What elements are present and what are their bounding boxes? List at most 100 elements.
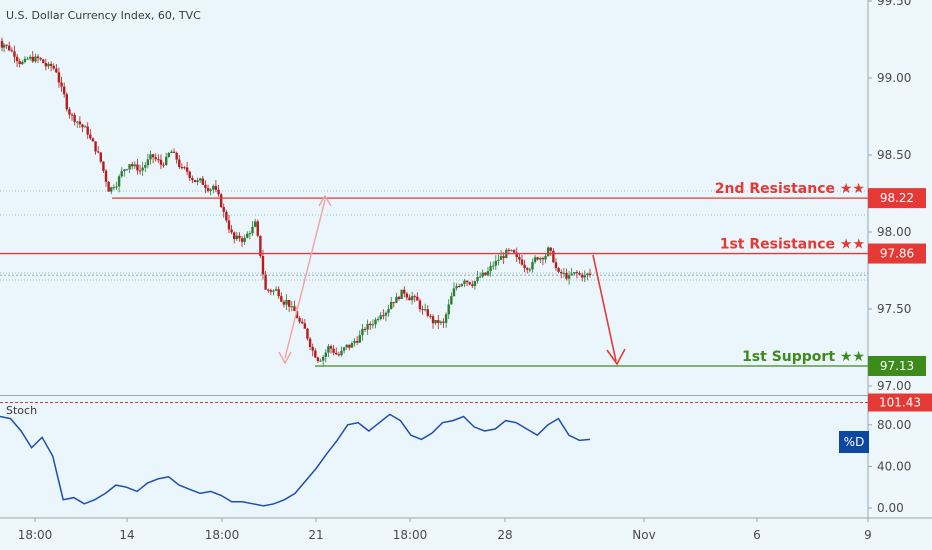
candle-body xyxy=(47,63,50,67)
candle-body xyxy=(128,164,131,170)
level-price-tag xyxy=(868,355,926,376)
candle-body xyxy=(588,273,592,276)
candle-body xyxy=(15,56,19,62)
candle-body xyxy=(329,346,333,349)
candle-body xyxy=(429,315,432,317)
candle-body xyxy=(10,50,14,52)
candle-body xyxy=(520,259,524,265)
candle-body xyxy=(471,284,474,286)
candle-body xyxy=(586,273,589,276)
candle-body xyxy=(277,289,280,297)
candle-body xyxy=(301,321,304,324)
candle-body xyxy=(214,185,218,190)
candle-body xyxy=(384,312,388,316)
candle-body xyxy=(130,164,134,167)
candle-body xyxy=(452,288,456,297)
candle-body xyxy=(578,273,581,275)
candle-body xyxy=(191,178,194,181)
candle-body xyxy=(154,157,157,160)
candle-body xyxy=(225,211,228,221)
candle-body xyxy=(123,169,126,172)
candle-body xyxy=(34,56,37,62)
candle-body xyxy=(86,126,89,135)
candle-body xyxy=(272,290,275,292)
candle-body xyxy=(28,56,32,59)
candle-body xyxy=(206,187,210,191)
candle-body xyxy=(573,272,576,274)
time-scale-background xyxy=(0,518,932,550)
candle-body xyxy=(560,271,563,274)
pink-arrowhead-up xyxy=(318,194,332,207)
candle-body xyxy=(115,186,118,188)
candle-body xyxy=(107,181,110,192)
candle-body xyxy=(256,221,259,236)
candle-body xyxy=(293,306,296,311)
candle-body xyxy=(358,335,361,343)
candle-body xyxy=(204,184,207,188)
candle-body xyxy=(423,309,427,311)
candle-body xyxy=(230,229,233,233)
candle-body xyxy=(178,159,181,168)
candle-body xyxy=(183,167,186,169)
candle-body xyxy=(104,170,108,182)
candle-body xyxy=(570,273,573,275)
candle-body xyxy=(353,341,356,344)
stoch-title: Stoch xyxy=(6,404,37,417)
candle-body xyxy=(295,310,299,319)
candle-body xyxy=(125,169,129,171)
candle-body xyxy=(199,178,202,181)
candle-body xyxy=(212,185,215,190)
candle-body xyxy=(439,321,443,323)
price-tick-label: 99.00 xyxy=(877,71,911,85)
time-tick-label: 18:00 xyxy=(393,528,428,542)
candle-body xyxy=(486,271,490,276)
price-tick-label: 97.50 xyxy=(877,302,911,316)
candle-body xyxy=(136,164,139,171)
candle-body xyxy=(502,256,505,258)
candle-body xyxy=(455,286,458,289)
candle-body xyxy=(133,164,137,167)
candle-body xyxy=(410,296,414,301)
time-tick-label: 18:00 xyxy=(18,528,53,542)
candle-body xyxy=(492,265,495,267)
stoch-tick-label: 0.00 xyxy=(877,501,904,515)
candle-body xyxy=(387,309,390,313)
candle-body xyxy=(188,171,191,179)
candle-body xyxy=(567,274,571,279)
candle-body xyxy=(541,258,545,260)
candle-body xyxy=(246,233,249,238)
candle-body xyxy=(185,167,189,172)
candle-body xyxy=(68,109,71,115)
candle-body xyxy=(196,180,199,182)
candle-body xyxy=(5,44,8,46)
candle-body xyxy=(172,151,176,153)
time-tick-label: 14 xyxy=(119,528,134,542)
price-tick-label: 98.00 xyxy=(877,225,911,239)
stoch-legend-text: %D xyxy=(844,435,865,449)
stoch-legend-box xyxy=(839,431,869,453)
candle-body xyxy=(251,226,254,234)
candle-body xyxy=(42,59,45,63)
candle-body xyxy=(146,159,150,166)
candle-body xyxy=(164,156,168,165)
candle-body xyxy=(36,56,40,59)
candle-body xyxy=(442,321,445,323)
level-price-tag-text: 97.86 xyxy=(880,247,914,261)
candle-body xyxy=(167,153,171,157)
candle-body xyxy=(91,138,95,142)
candle-body xyxy=(444,314,448,323)
candle-body xyxy=(314,350,317,358)
candle-body xyxy=(83,126,87,128)
candle-body xyxy=(515,252,518,258)
candle-body xyxy=(193,180,197,182)
level-name-label: 1st Support ★★ xyxy=(742,349,865,365)
candle-body xyxy=(512,250,516,253)
candle-body xyxy=(170,151,173,154)
candle-body xyxy=(21,62,24,65)
candle-body xyxy=(31,56,34,62)
candle-body xyxy=(481,272,484,277)
candle-body xyxy=(465,280,469,283)
time-tick-label: Nov xyxy=(632,528,655,542)
